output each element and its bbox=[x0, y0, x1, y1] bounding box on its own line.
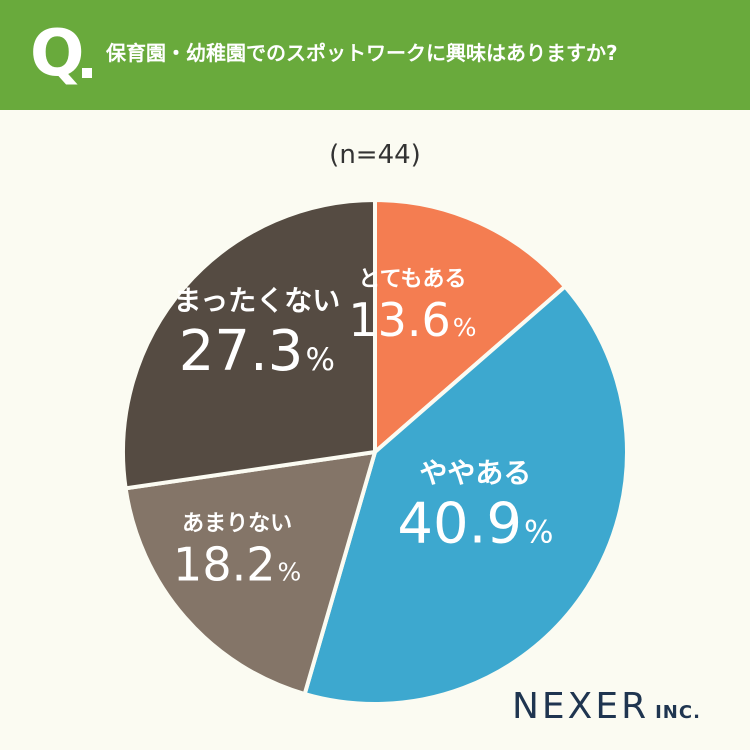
pie-slice-1 bbox=[373, 198, 568, 454]
slice-value-3: 18.2% bbox=[173, 538, 301, 592]
q-dot bbox=[82, 68, 92, 78]
pie-slice-3 bbox=[123, 450, 377, 696]
slice-value-1: 13.6% bbox=[348, 293, 476, 347]
logo-inc: INC. bbox=[655, 702, 701, 723]
header-bar: Q 保育園・幼稚園でのスポットワークに興味はありますか? bbox=[0, 0, 750, 110]
slice-value-2: 40.9% bbox=[397, 492, 553, 557]
slice-label-2: ややある bbox=[419, 457, 531, 490]
sample-size: (n=44) bbox=[329, 140, 421, 170]
slice-label-1: とてもある bbox=[358, 267, 466, 292]
slice-label-3: あまりない bbox=[182, 512, 292, 537]
pie-slice-4 bbox=[121, 198, 377, 491]
slice-label-4: まったくない bbox=[173, 284, 340, 317]
nexer-logo: NEXER INC. bbox=[512, 686, 701, 727]
pie-slices bbox=[121, 198, 629, 706]
question-text: 保育園・幼稚園でのスポットワークに興味はありますか? bbox=[106, 41, 618, 65]
q-mark: Q bbox=[30, 17, 85, 91]
slice-value-4: 27.3% bbox=[179, 319, 335, 384]
pie-slice-2 bbox=[302, 284, 629, 706]
logo-main: NEXER bbox=[512, 686, 650, 727]
